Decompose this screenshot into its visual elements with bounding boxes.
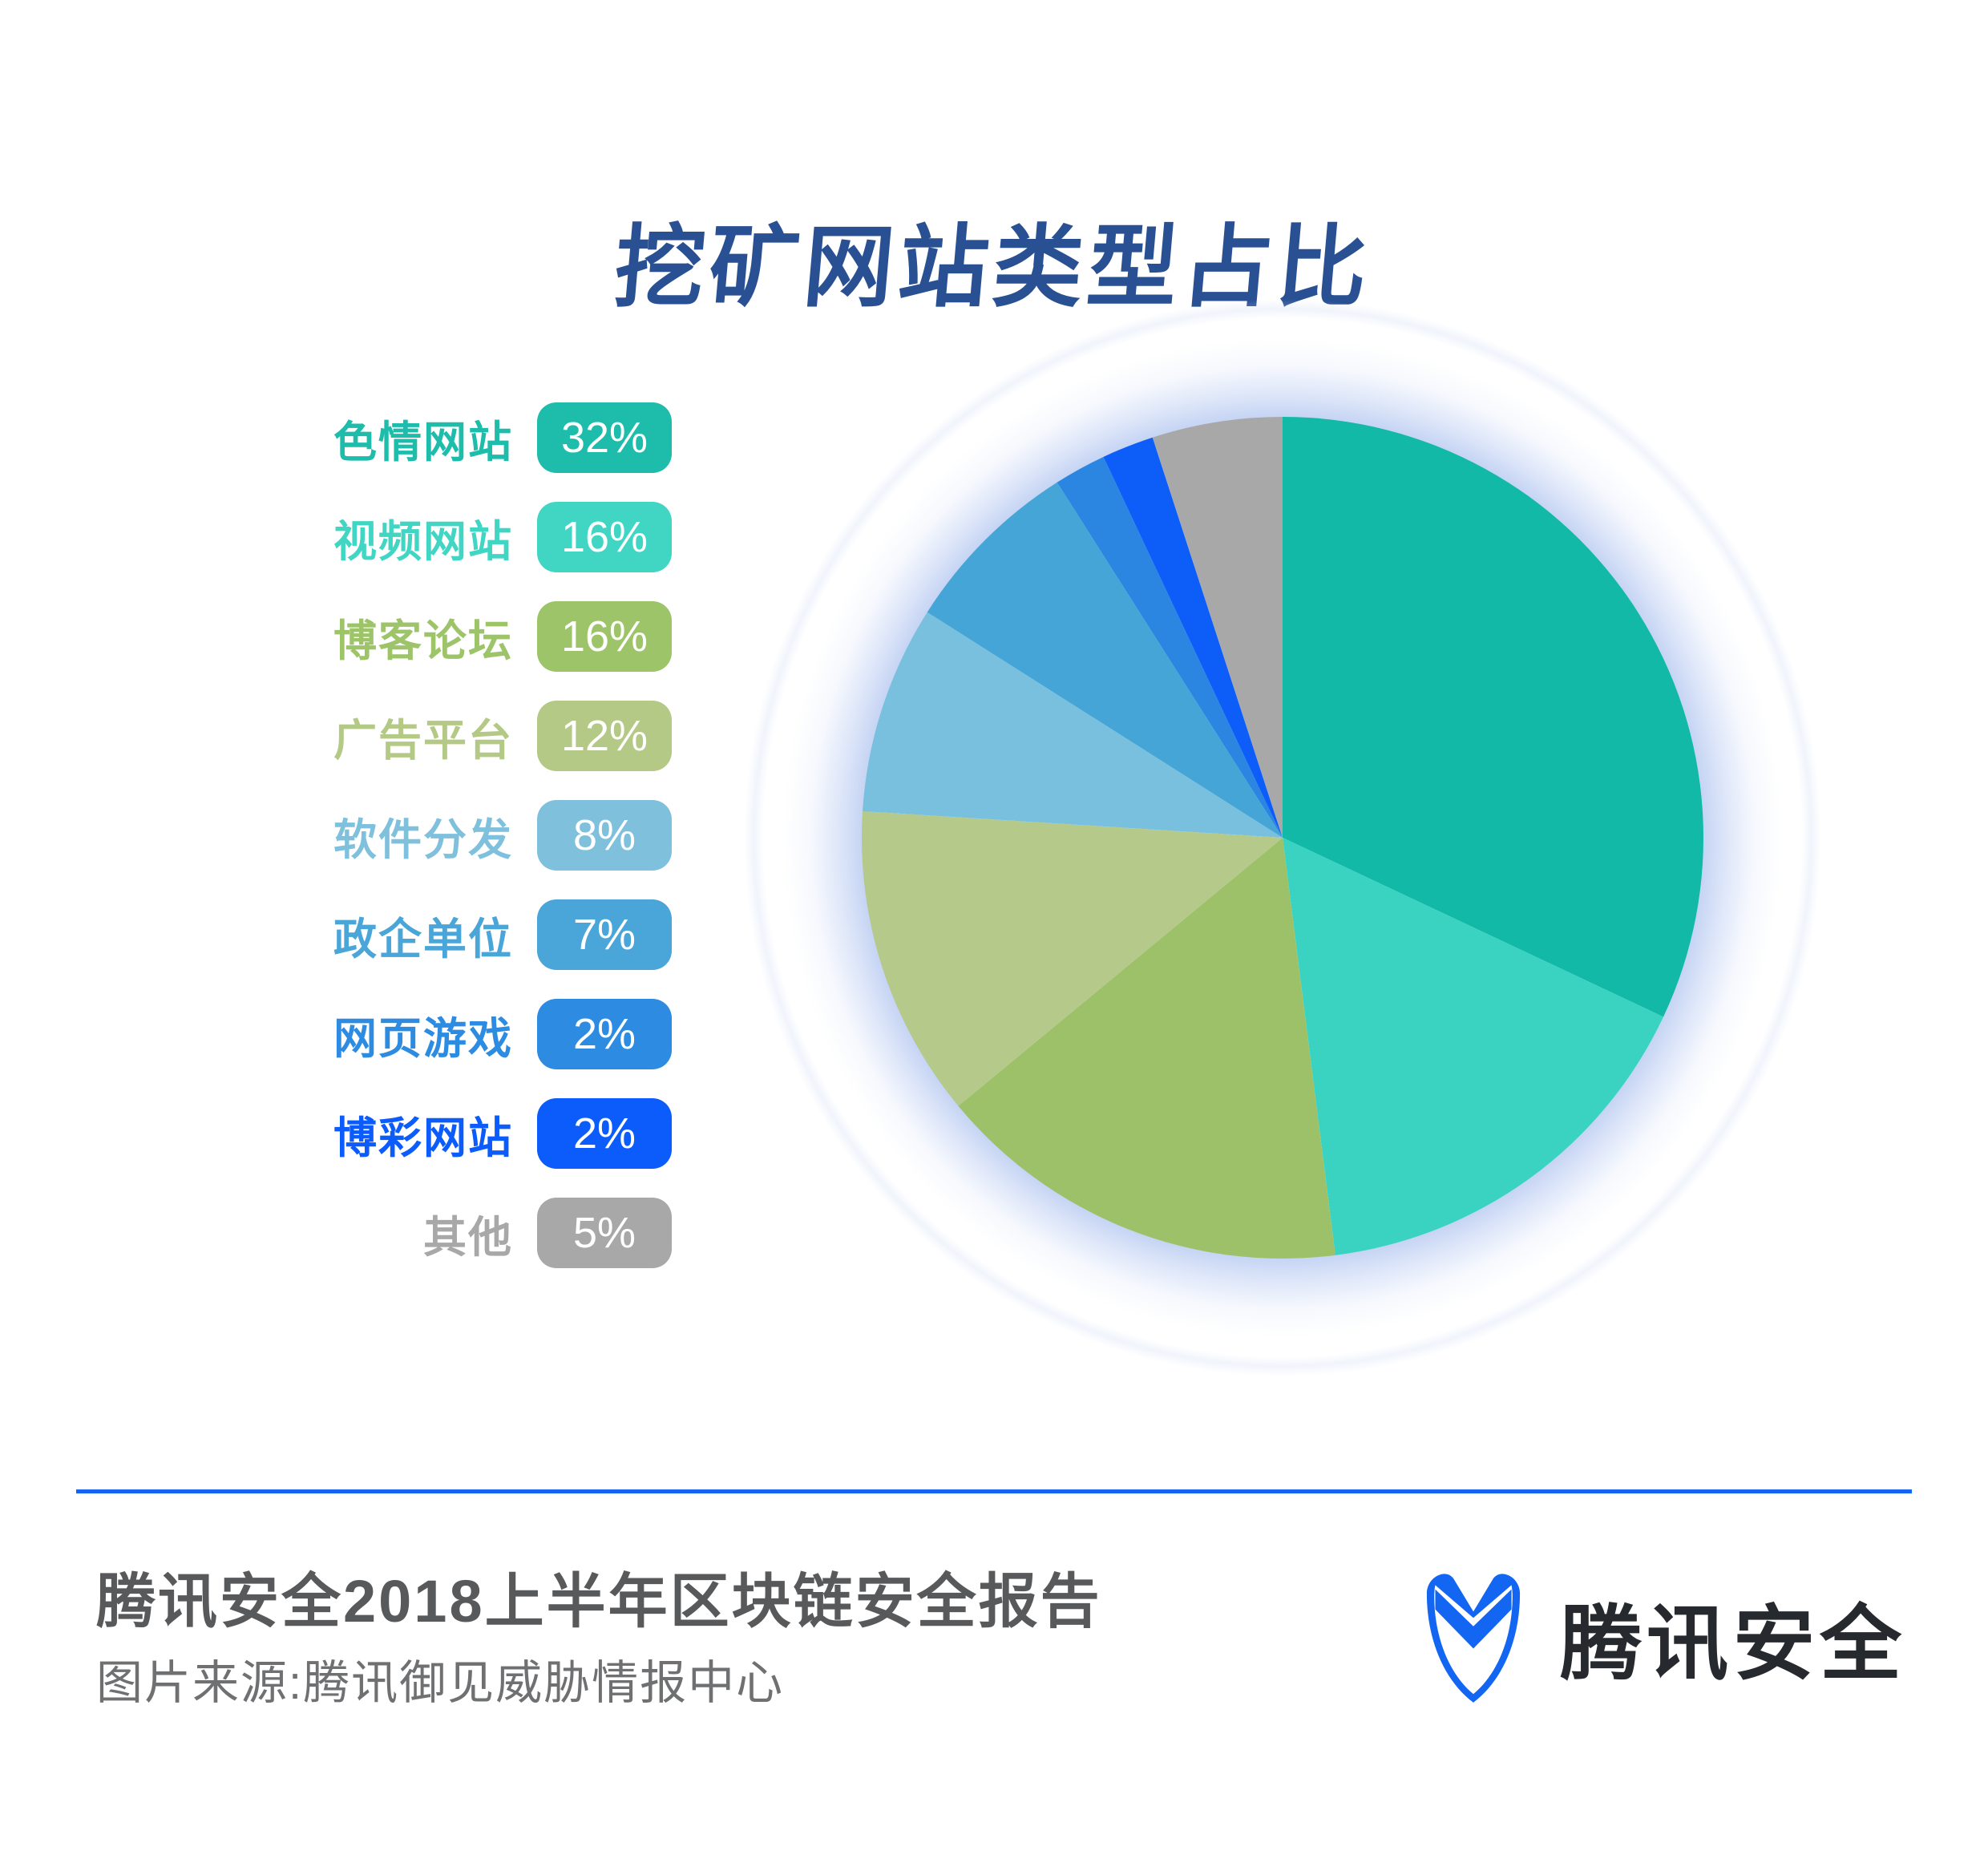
legend-item[interactable]: 博彩网站 2% (327, 1098, 672, 1169)
legend-label: 广告平台 (333, 716, 513, 765)
footer-divider-line (76, 1489, 1912, 1493)
legend-value-badge: 16% (537, 502, 672, 572)
pie-slice-网页游戏[interactable] (1057, 456, 1283, 838)
legend-item[interactable]: 政企单位 7% (327, 899, 672, 970)
legend-value-badge: 5% (537, 1198, 672, 1268)
legend-label: 网页游戏 (333, 1014, 513, 1063)
pie-chart (862, 417, 1703, 1259)
page-title: 挖矿网站类型占比 (610, 217, 1376, 318)
pie-slice-色情网站[interactable] (1283, 417, 1703, 1017)
legend-item[interactable]: 网页游戏 2% (327, 999, 672, 1069)
legend-label: 视频网站 (333, 517, 513, 566)
legend-value-badge: 8% (537, 800, 672, 871)
legend: 色情网站 32% 视频网站 16% 博客论坛 16% 广告平台 12% 软件分发 8% 政企单位 7%… (327, 402, 672, 1297)
legend-label: 软件分发 (333, 815, 513, 864)
pie-slice-视频网站[interactable] (1283, 838, 1664, 1255)
pie-slice-博彩网站[interactable] (1103, 437, 1283, 838)
legend-item[interactable]: 博客论坛 16% (327, 601, 672, 672)
legend-item[interactable]: 色情网站 32% (327, 402, 672, 473)
legend-value-badge: 2% (537, 999, 672, 1069)
legend-label: 博彩网站 (333, 1113, 513, 1162)
tencent-security-shield-icon (1426, 1574, 1521, 1703)
legend-item[interactable]: 软件分发 8% (327, 800, 672, 871)
legend-value-badge: 16% (537, 601, 672, 672)
legend-label: 政企单位 (333, 915, 513, 964)
legend-item[interactable]: 其他 5% (327, 1198, 672, 1268)
image-source-note: 图片来源:腾讯御见威胁情报中心 (96, 1657, 785, 1709)
pie-slice-政企单位[interactable] (927, 482, 1283, 838)
pie-slice-博客论坛[interactable] (958, 838, 1335, 1259)
pie-slice-广告平台[interactable] (862, 811, 1283, 1106)
pie-slice-软件分发[interactable] (863, 612, 1283, 838)
legend-value-badge: 32% (537, 402, 672, 473)
legend-label: 其他 (423, 1213, 513, 1262)
report-title: 腾讯安全2018上半年区块链安全报告 (96, 1568, 1102, 1635)
legend-item[interactable]: 视频网站 16% (327, 502, 672, 572)
legend-item[interactable]: 广告平台 12% (327, 701, 672, 771)
brand-name: 腾讯安全 (1560, 1598, 1906, 1690)
brand-logo: 腾讯安全 (1420, 1565, 1906, 1709)
legend-value-badge: 2% (537, 1098, 672, 1169)
legend-value-badge: 12% (537, 701, 672, 771)
legend-value-badge: 7% (537, 899, 672, 970)
legend-label: 色情网站 (333, 418, 513, 467)
legend-label: 博客论坛 (333, 616, 513, 665)
pie-slice-其他[interactable] (1152, 417, 1283, 838)
